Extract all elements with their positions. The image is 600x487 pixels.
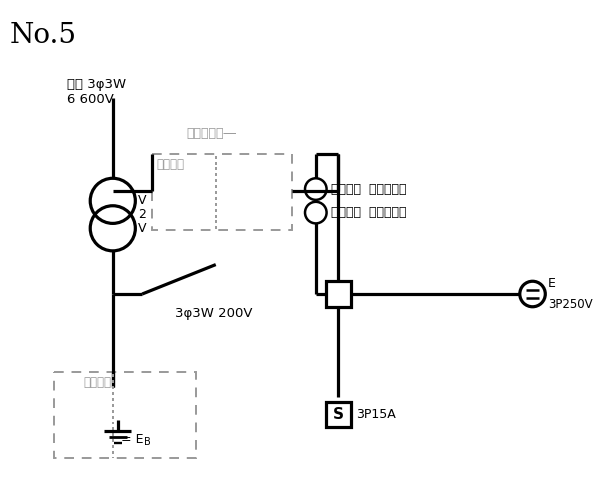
- Text: 電源 3φ3W
6 600V: 電源 3φ3W 6 600V: [67, 78, 126, 106]
- Text: E: E: [548, 277, 556, 290]
- Text: 白ランプ  電源表示灯: 白ランプ 電源表示灯: [331, 206, 407, 219]
- Text: 3φ3W 200V: 3φ3W 200V: [175, 307, 252, 320]
- Bar: [54, 373, 196, 458]
- Text: No.5: No.5: [10, 22, 77, 49]
- Text: S: S: [333, 407, 344, 422]
- Text: 3P250V: 3P250V: [548, 298, 593, 311]
- Bar: [326, 402, 351, 428]
- Text: 施工省略: 施工省略: [83, 376, 112, 390]
- Bar: [152, 154, 292, 230]
- Text: 3P15A: 3P15A: [356, 408, 396, 421]
- Text: = E: = E: [121, 433, 143, 446]
- Bar: [326, 281, 351, 307]
- Text: V
2
V: V 2 V: [138, 194, 147, 235]
- Text: B: B: [144, 437, 151, 447]
- Text: 他の負荷へ―: 他の負荷へ―: [187, 127, 236, 140]
- Text: 施工省略: 施工省略: [156, 158, 184, 170]
- Text: 赤ランプ  運転表示灯: 赤ランプ 運転表示灯: [331, 183, 407, 196]
